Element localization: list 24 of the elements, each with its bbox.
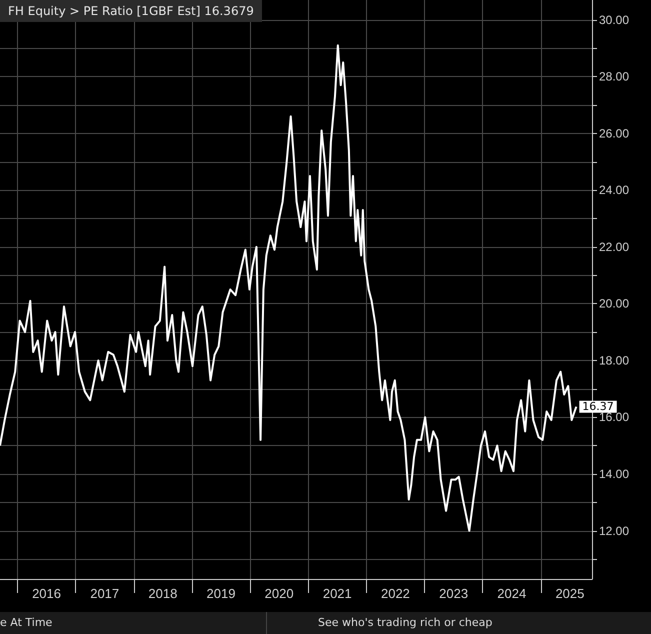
- y-tick-label: 28.00: [599, 70, 630, 84]
- x-tick-label: 2023: [439, 586, 468, 601]
- x-tick-label: 2020: [264, 586, 294, 601]
- data-label: 16.37: [582, 400, 614, 414]
- chart-title: FH Equity > PE Ratio [1GBF Est] 16.3679: [0, 0, 262, 22]
- x-tick-label: 2016: [32, 586, 61, 601]
- y-tick-label: 20.00: [599, 296, 630, 311]
- x-tick-label: 2024: [497, 586, 526, 601]
- y-tick-label: 12.00: [599, 524, 630, 538]
- y-tick-label: 18.00: [599, 353, 630, 368]
- y-tick-label: 24.00: [599, 183, 630, 198]
- text: e At Time: [0, 615, 52, 631]
- x-tick-label: 2021: [322, 586, 352, 601]
- y-tick-label: 30.00: [599, 12, 630, 27]
- y-tick-label: 14.00: [599, 466, 630, 481]
- y-tick-label: 26.00: [599, 126, 630, 140]
- x-tick-label: 2017: [90, 586, 120, 601]
- y-tick-label: 22.00: [599, 240, 630, 254]
- x-tick-label: 2018: [148, 586, 178, 601]
- text: See who's trading rich or cheap: [318, 615, 492, 631]
- x-tick-label: 2019: [206, 586, 236, 601]
- x-tick-label: 2022: [380, 586, 410, 601]
- x-tick-label: 2025: [555, 586, 584, 601]
- line-series: [0, 44, 578, 532]
